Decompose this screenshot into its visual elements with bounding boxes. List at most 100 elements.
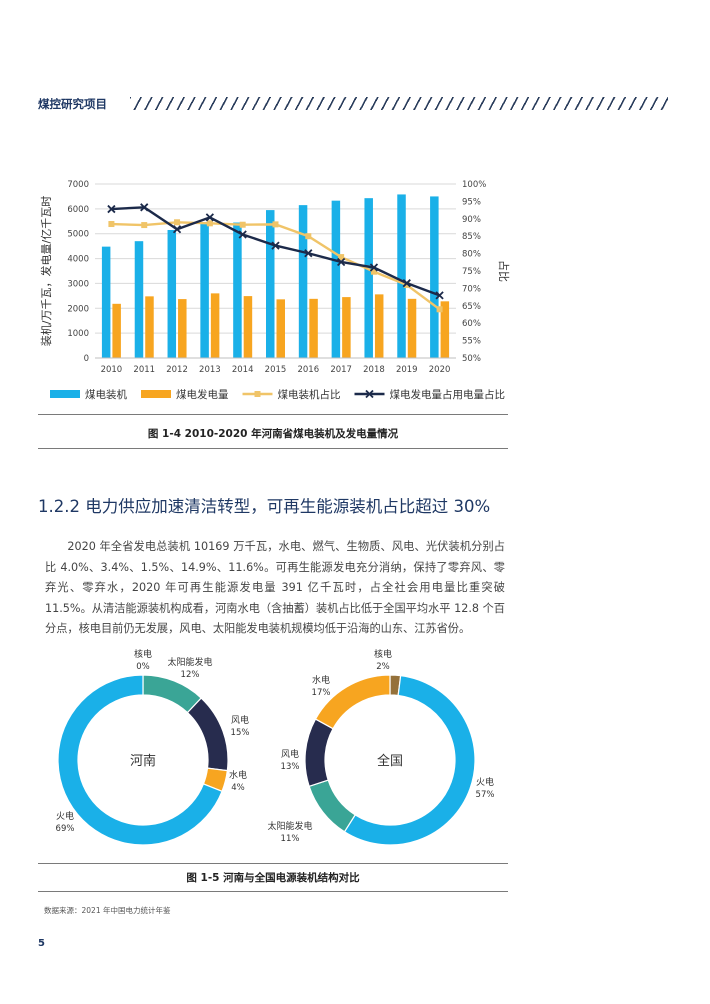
legend-label: 煤电发电量占用电量占比	[390, 388, 506, 401]
bar	[134, 241, 144, 358]
figure1-caption: 图 1-4 2010-2020 年河南省煤电装机及发电量情况	[147, 428, 399, 440]
legend-swatch	[141, 390, 171, 398]
y2-tick-label: 65%	[462, 302, 481, 312]
x-tick-label: 2015	[265, 365, 287, 375]
header-title: 煤控研究项目	[38, 97, 107, 111]
paragraph-text: 2020 年全省发电总装机 10169 万千瓦，水电、燃气、生物质、风电、光伏装…	[45, 540, 505, 635]
line-marker	[336, 257, 346, 267]
slice-label: 太阳能发电	[267, 820, 312, 832]
slice-percent: 12%	[181, 670, 200, 680]
y-tick-label: 0	[84, 354, 89, 364]
figure1-top-rule	[38, 414, 508, 415]
bar	[374, 294, 384, 358]
donut-center-title: 全国	[377, 753, 403, 769]
line-marker	[436, 306, 443, 313]
bar	[167, 229, 177, 358]
y2-tick-label: 70%	[462, 284, 481, 294]
line-marker	[174, 219, 181, 226]
bar	[298, 205, 308, 358]
y2-tick-label: 95%	[462, 197, 481, 207]
line-marker	[370, 268, 377, 275]
y-tick-label: 7000	[67, 180, 89, 190]
bar	[101, 246, 111, 358]
legend-label: 煤电发电量	[176, 388, 229, 401]
x-tick-label: 2020	[429, 365, 451, 375]
legend-label: 煤电装机	[85, 388, 127, 401]
x-tick-label: 2017	[330, 365, 352, 375]
slice-label: 核电	[374, 648, 392, 660]
coal-power-chart: 0 1000 2000 3000 4000 5000 6000 7000 50% 55% 60% 65…	[39, 180, 511, 401]
line-marker	[369, 263, 379, 272]
bar	[364, 198, 373, 358]
donut-slice	[343, 674, 476, 846]
y2-tick-label: 100%	[462, 180, 486, 190]
line-marker	[205, 213, 215, 222]
slice-percent: 4%	[231, 783, 245, 793]
slice-percent: 11%	[281, 834, 300, 844]
y-tick-label: 1000	[67, 329, 89, 339]
y2-tick-label: 75%	[462, 267, 481, 277]
slice-label: 水电	[229, 769, 247, 781]
line-marker	[206, 220, 213, 227]
y2-tick-label: 60%	[462, 319, 481, 329]
bar	[342, 297, 351, 358]
bar	[276, 299, 285, 358]
bar	[112, 303, 121, 358]
slice-label: 火电	[476, 776, 494, 788]
x-tick-label: 2016	[297, 365, 319, 375]
slice-label: 风电	[281, 748, 299, 760]
donut-slice	[304, 718, 334, 788]
bar	[430, 196, 439, 358]
page-number: 5	[38, 938, 45, 949]
y-tick-label: 2000	[67, 304, 89, 314]
legend-label: 煤电装机占比	[278, 388, 341, 401]
slice-label: 核电	[134, 648, 152, 660]
figure1-bottom-rule	[38, 448, 508, 449]
donut-slice	[186, 697, 229, 772]
bar	[243, 296, 253, 358]
y2-axis-title: 占比	[497, 260, 511, 282]
line-marker	[435, 291, 444, 300]
slice-percent: 0%	[136, 662, 150, 672]
slice-label: 水电	[312, 674, 330, 686]
legend-marker	[254, 391, 261, 397]
slice-percent: 69%	[56, 824, 75, 834]
donut-slice	[308, 779, 356, 833]
slice-percent: 13%	[281, 762, 300, 772]
slice-percent: 15%	[231, 728, 250, 738]
line-marker	[272, 221, 279, 228]
line-marker	[338, 254, 345, 261]
donut-center-title: 河南	[130, 753, 156, 769]
power-structure-donuts: 核电 0% 太阳能发电 12% 风电 15% 水电 4% 火电 69% 河南 核电 2% 火电 57% 太阳能…	[56, 648, 495, 846]
x-tick-label: 2011	[133, 365, 155, 375]
y-tick-label: 3000	[67, 279, 89, 289]
y-tick-label: 4000	[67, 255, 89, 265]
x-tick-label: 2019	[396, 365, 418, 375]
header-hatch-decoration	[130, 97, 668, 110]
x-tick-label: 2013	[199, 365, 221, 375]
line-marker	[108, 221, 115, 228]
slice-label: 风电	[231, 714, 249, 726]
line-marker	[140, 203, 149, 212]
bar	[210, 293, 220, 358]
bar	[178, 299, 187, 358]
slice-percent: 57%	[476, 790, 495, 800]
x-tick-label: 2014	[232, 365, 254, 375]
y-tick-label: 6000	[67, 205, 89, 215]
donut-slice	[57, 674, 223, 846]
slice-label: 火电	[56, 810, 74, 822]
line-marker	[238, 230, 247, 239]
line-marker	[305, 233, 312, 240]
line-marker	[304, 249, 313, 258]
slice-percent: 17%	[312, 688, 331, 698]
figure2-bottom-rule	[38, 891, 508, 892]
data-source: 数据来源：2021 年中国电力统计年鉴	[44, 906, 171, 915]
body-paragraph: 2020 年全省发电总装机 10169 万千瓦，水电、燃气、生物质、风电、光伏装…	[45, 537, 505, 640]
bar	[233, 222, 242, 358]
line-marker	[402, 279, 411, 288]
page-header: 煤控研究项目	[38, 97, 668, 111]
x-tick-label: 2012	[166, 365, 188, 375]
slice-label: 太阳能发电	[167, 656, 212, 668]
y2-tick-label: 55%	[462, 337, 481, 347]
donut-slice	[314, 674, 391, 730]
